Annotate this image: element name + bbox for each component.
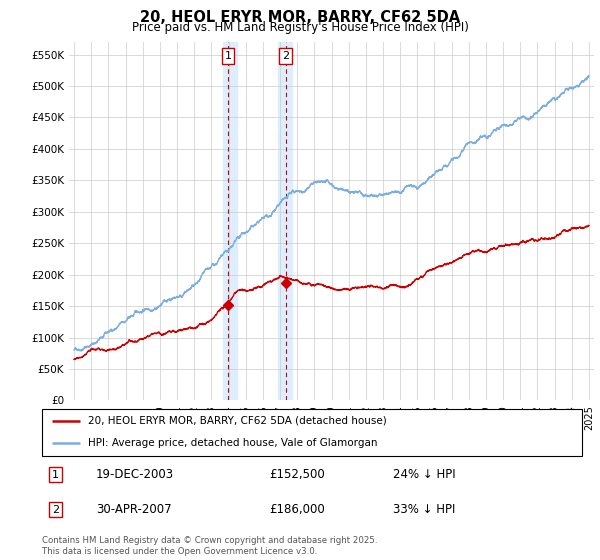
- Bar: [223, 42, 237, 400]
- Text: 30-APR-2007: 30-APR-2007: [96, 503, 172, 516]
- Text: £152,500: £152,500: [269, 468, 325, 481]
- Text: 1: 1: [52, 470, 59, 479]
- Text: 2: 2: [282, 51, 289, 61]
- Text: 2: 2: [52, 505, 59, 515]
- Text: 1: 1: [224, 51, 232, 61]
- FancyBboxPatch shape: [42, 409, 582, 456]
- Text: HPI: Average price, detached house, Vale of Glamorgan: HPI: Average price, detached house, Vale…: [88, 438, 377, 448]
- Text: 24% ↓ HPI: 24% ↓ HPI: [393, 468, 455, 481]
- Text: £186,000: £186,000: [269, 503, 325, 516]
- Bar: [278, 42, 292, 400]
- Text: 20, HEOL ERYR MOR, BARRY, CF62 5DA: 20, HEOL ERYR MOR, BARRY, CF62 5DA: [140, 10, 460, 25]
- Text: Price paid vs. HM Land Registry's House Price Index (HPI): Price paid vs. HM Land Registry's House …: [131, 21, 469, 34]
- Text: 19-DEC-2003: 19-DEC-2003: [96, 468, 174, 481]
- Text: 33% ↓ HPI: 33% ↓ HPI: [393, 503, 455, 516]
- Text: Contains HM Land Registry data © Crown copyright and database right 2025.
This d: Contains HM Land Registry data © Crown c…: [42, 536, 377, 556]
- Text: 20, HEOL ERYR MOR, BARRY, CF62 5DA (detached house): 20, HEOL ERYR MOR, BARRY, CF62 5DA (deta…: [88, 416, 386, 426]
